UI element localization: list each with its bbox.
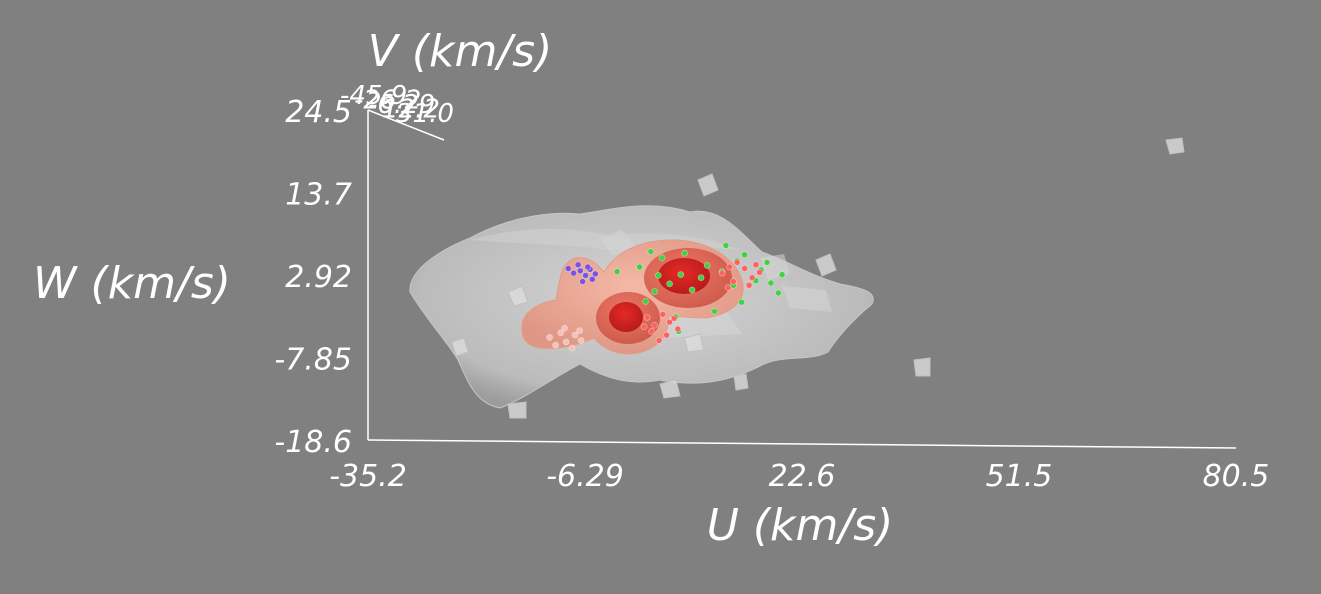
data-point xyxy=(651,288,658,295)
data-point xyxy=(577,337,585,344)
y-tick-label: 2.92 xyxy=(285,260,352,295)
x-tick-label: 80.5 xyxy=(1203,459,1270,494)
isosurface-fragments xyxy=(451,137,1185,419)
x-tick-label: 51.5 xyxy=(986,459,1053,494)
z-axis-title: V (km/s) xyxy=(368,26,553,77)
data-point xyxy=(674,325,682,333)
data-point xyxy=(752,261,760,269)
v-axis-line xyxy=(367,109,445,141)
data-point xyxy=(647,248,655,255)
data-point xyxy=(688,286,696,294)
data-point xyxy=(570,269,577,277)
data-point xyxy=(756,268,763,276)
data-point xyxy=(738,298,745,306)
data-point xyxy=(582,272,589,279)
data-point xyxy=(741,265,748,272)
axes xyxy=(367,109,1237,449)
data-point xyxy=(741,251,748,258)
data-point xyxy=(670,314,678,322)
data-point xyxy=(591,270,599,278)
data-point xyxy=(681,249,688,257)
data-point xyxy=(733,259,741,266)
data-point xyxy=(697,274,705,282)
x-tick-label: -35.2 xyxy=(329,459,407,494)
z-tick-label: 12.2 xyxy=(382,95,440,125)
data-point xyxy=(643,314,651,321)
isosurface-inner xyxy=(596,248,732,344)
data-point xyxy=(636,263,643,271)
data-point xyxy=(748,274,756,282)
data-point xyxy=(561,324,568,332)
data-point xyxy=(564,265,572,272)
data-point xyxy=(666,280,673,288)
data-point xyxy=(571,331,579,339)
data-point xyxy=(775,289,782,297)
data-point xyxy=(654,272,662,279)
data-point xyxy=(745,281,753,289)
data-points xyxy=(546,242,786,352)
data-point xyxy=(763,259,771,266)
y-tick-label: -7.85 xyxy=(274,343,352,378)
data-point xyxy=(613,268,621,275)
data-point xyxy=(655,337,663,344)
data-point xyxy=(724,284,732,291)
y-tick-label: -18.6 xyxy=(274,425,352,460)
x-tick-label: 22.6 xyxy=(769,459,836,494)
x-tick-label: -6.29 xyxy=(546,459,624,494)
data-point xyxy=(677,271,685,278)
data-point xyxy=(778,271,786,278)
data-point xyxy=(579,278,586,285)
z-tick-label: -26.2 xyxy=(354,86,421,116)
y-axis-title: W (km/s) xyxy=(33,258,231,309)
data-point xyxy=(568,344,576,352)
data-point xyxy=(658,254,666,262)
data-point xyxy=(703,262,711,269)
u-axis-line xyxy=(367,439,1237,449)
y-tick-label: 13.7 xyxy=(285,178,352,213)
data-point xyxy=(557,329,565,337)
x-axis-title: U (km/s) xyxy=(707,500,894,551)
data-point xyxy=(718,269,726,277)
y-tick-label: 24.5 xyxy=(285,95,352,130)
data-point xyxy=(642,298,649,305)
data-point xyxy=(659,311,667,318)
data-point xyxy=(711,308,718,315)
z-tick-label: 31.0 xyxy=(396,99,454,129)
data-point xyxy=(730,278,737,285)
data-point xyxy=(552,341,559,349)
data-point xyxy=(576,327,583,334)
data-point xyxy=(651,321,658,329)
data-point xyxy=(722,242,730,249)
data-point xyxy=(640,323,648,331)
z-tick-label: -45.9 xyxy=(340,81,407,111)
data-point xyxy=(576,267,584,275)
data-point xyxy=(562,338,570,346)
z-tick-label: -6.29 xyxy=(368,90,435,120)
data-point xyxy=(546,334,553,341)
data-point xyxy=(574,261,582,269)
data-point xyxy=(588,275,596,283)
data-point xyxy=(726,263,733,271)
data-point xyxy=(663,331,670,339)
data-point xyxy=(767,279,775,287)
u-axis-ticks: -35.2 -6.29 22.6 51.5 80.5 xyxy=(329,459,1269,494)
data-point xyxy=(584,263,592,271)
data-point xyxy=(648,327,655,335)
w-axis-ticks: -18.6 -7.85 2.92 13.7 24.5 xyxy=(274,95,352,460)
data-point xyxy=(666,318,673,326)
